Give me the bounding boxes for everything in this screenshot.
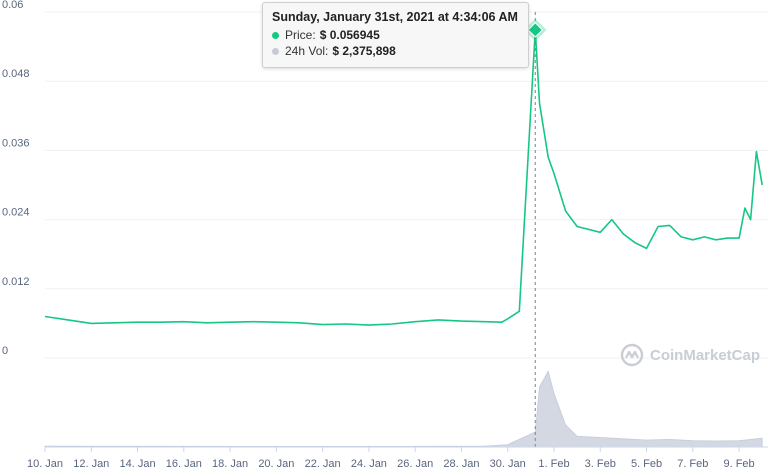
watermark-text: CoinMarketCap [650,346,761,364]
x-tick-label: 30. Jan [490,458,526,470]
x-tick-label: 1. Feb [538,458,569,470]
price-series-line [44,29,763,326]
tooltip-price-label: Price: [285,28,316,42]
y-tick-label: 0.024 [2,207,30,219]
y-tick-label: 0.048 [2,68,30,80]
y-tick-label: 0.012 [2,276,30,288]
x-tick-label: 26. Jan [397,458,433,470]
tooltip-title: Sunday, January 31st, 2021 at 4:34:06 AM [272,10,518,24]
x-tick-label: 22. Jan [305,458,341,470]
volume-area [44,370,763,448]
x-tick-label: 7. Feb [677,458,708,470]
y-tick-label: 0.036 [2,137,30,149]
price-tooltip: Sunday, January 31st, 2021 at 4:34:06 AM… [262,2,529,68]
tooltip-price-row: Price: $ 0.056945 [272,27,519,43]
volume-series-area [44,370,763,448]
coinmarketcap-logo-icon [620,343,644,367]
watermark: CoinMarketCap [620,343,760,367]
x-tick-label: 10. Jan [27,458,63,470]
x-tick-label: 20. Jan [258,458,294,470]
x-tick-label: 5. Feb [631,458,662,470]
x-tick-label: 12. Jan [73,458,109,470]
x-axis-ticks: 10. Jan 12. Jan 14. Jan 16. Jan 18. Jan 20. J… [27,446,768,470]
tooltip-price-value: $ 0.056945 [319,28,380,42]
y-tick-label: 0.06 [2,0,23,11]
x-tick-label: 16. Jan [166,458,202,470]
price-line [44,29,763,326]
volume-dot-icon [272,47,279,55]
y-tick-label: 0 [2,345,8,357]
x-tick-label: 28. Jan [443,458,479,470]
tooltip-volume-label: 24h Vol: [285,44,329,58]
y-axis-ticks: 0 0.012 0.024 0.036 0.048 0.06 [2,0,30,357]
price-dot-icon [272,31,279,39]
tooltip-volume-value: $ 2,375,898 [332,44,396,58]
x-tick-label: 18. Jan [212,458,248,470]
hover-point-marker[interactable] [527,22,544,38]
x-tick-label: 3. Feb [585,458,616,470]
x-tick-label: 14. Jan [119,458,155,470]
tooltip-volume-row: 24h Vol: $ 2,375,898 [272,43,519,59]
x-tick-label: 24. Jan [351,458,387,470]
x-tick-label: 9. Feb [723,458,754,470]
